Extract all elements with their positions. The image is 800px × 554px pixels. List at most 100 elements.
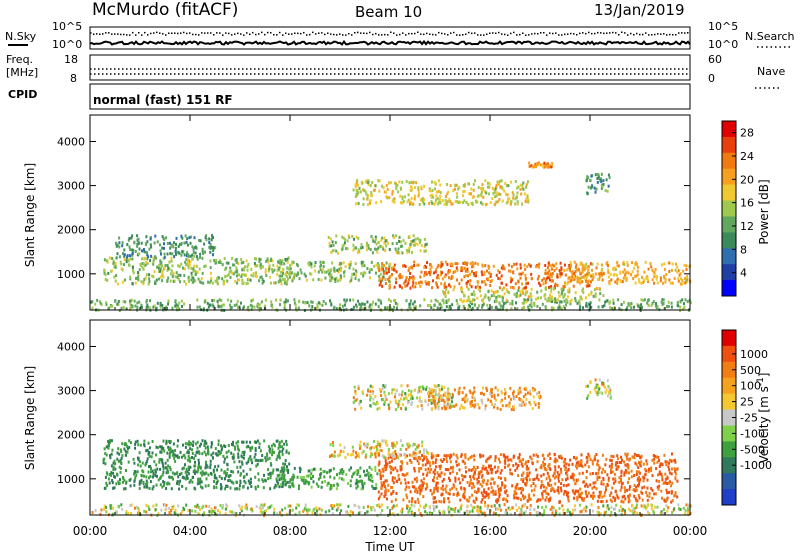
heatmap-cell: [564, 281, 566, 285]
heatmap-cell: [371, 193, 374, 197]
heatmap-cell: [487, 277, 490, 281]
heatmap-cell: [541, 278, 544, 282]
heatmap-cell: [283, 306, 286, 310]
heatmap-cell: [452, 452, 455, 456]
heatmap-cell: [136, 439, 139, 443]
heatmap-cell: [175, 236, 178, 240]
heatmap-cell: [481, 305, 483, 309]
heatmap-cell: [437, 202, 440, 206]
heatmap-cell: [485, 466, 487, 470]
heatmap-cell: [313, 264, 316, 268]
heatmap-cell: [186, 237, 189, 241]
heatmap-cell: [668, 468, 671, 472]
heatmap-cell: [370, 234, 373, 238]
heatmap-cell: [513, 292, 516, 296]
heatmap-cell: [601, 495, 604, 499]
heatmap-cell: [283, 300, 286, 304]
heatmap-cell: [311, 511, 314, 515]
heatmap-cell: [596, 510, 599, 514]
heatmap-cell: [648, 512, 651, 516]
heatmap-cell: [268, 456, 271, 460]
heatmap-cell: [501, 186, 504, 190]
heatmap-cell: [347, 234, 350, 238]
heatmap-cell: [489, 392, 492, 396]
heatmap-cell: [523, 263, 526, 267]
heatmap-cell: [130, 298, 133, 302]
heatmap-cell: [378, 274, 381, 278]
heatmap-cell: [177, 244, 180, 248]
heatmap-cell: [647, 304, 650, 308]
heatmap-cell: [184, 463, 186, 467]
heatmap-cell: [417, 188, 420, 192]
heatmap-cell: [532, 395, 535, 399]
heatmap-cell: [530, 277, 533, 281]
heatmap-cell: [328, 509, 331, 513]
heatmap-cell: [348, 266, 351, 270]
heatmap-cell: [646, 504, 649, 507]
heatmap-cell: [366, 393, 369, 397]
heatmap-cell: [565, 462, 568, 466]
heatmap-cell: [189, 260, 192, 264]
heatmap-cell: [384, 487, 387, 491]
noise-search-point: [378, 34, 380, 36]
heatmap-cell: [674, 469, 677, 473]
heatmap-cell: [597, 173, 600, 177]
noise-search-point: [291, 33, 293, 35]
heatmap-cell: [504, 392, 506, 396]
noise-search-point: [342, 34, 344, 36]
heatmap-cell: [418, 389, 421, 393]
heatmap-cell: [618, 509, 621, 513]
heatmap-cell: [371, 391, 374, 395]
heatmap-cell: [298, 484, 300, 488]
heatmap-cell: [405, 248, 408, 252]
heatmap-cell: [416, 237, 419, 241]
heatmap-cell: [498, 198, 501, 201]
heatmap-cell: [217, 453, 220, 457]
heatmap-cell: [395, 182, 397, 186]
heatmap-cell: [604, 189, 607, 192]
heatmap-cell: [415, 281, 417, 285]
heatmap-cell: [367, 505, 369, 509]
heatmap-cell: [463, 199, 466, 203]
heatmap-cell: [161, 303, 164, 307]
heatmap-cell: [595, 287, 598, 291]
heatmap-cell: [445, 305, 448, 309]
heatmap-cell: [297, 306, 300, 310]
heatmap-cell: [192, 475, 195, 479]
heatmap-cell: [179, 479, 182, 483]
heatmap-cell: [372, 300, 375, 304]
heatmap-cell: [454, 270, 457, 273]
heatmap-cell: [550, 165, 553, 169]
heatmap-cell: [501, 296, 504, 300]
heatmap-cell: [187, 275, 190, 279]
heatmap-cell: [520, 478, 523, 482]
heatmap-cell: [391, 192, 394, 196]
heatmap-cell: [375, 486, 378, 490]
heatmap-cell: [595, 453, 598, 456]
heatmap-cell: [436, 274, 439, 278]
heatmap-cell: [476, 481, 479, 485]
heatmap-cell: [129, 441, 132, 445]
heatmap-cell: [457, 201, 460, 204]
heatmap-cell: [505, 508, 507, 512]
heatmap-cell: [187, 255, 190, 259]
heatmap-cell: [376, 407, 379, 411]
heatmap-cell: [369, 384, 372, 388]
heatmap-cell: [596, 462, 599, 466]
heatmap-cell: [192, 250, 195, 254]
heatmap-cell: [193, 278, 196, 282]
heatmap-cell: [322, 470, 325, 474]
heatmap-cell: [511, 191, 514, 195]
heatmap-cell: [208, 510, 211, 513]
heatmap-cell: [115, 274, 118, 278]
heatmap-cell: [581, 280, 584, 284]
heatmap-cell: [573, 473, 576, 477]
heatmap-cell: [495, 186, 498, 190]
noise-search-label: N.Search: [745, 30, 795, 43]
heatmap-cell: [466, 263, 468, 267]
heatmap-cell: [335, 276, 338, 280]
heatmap-cell: [285, 450, 288, 454]
heatmap-cell: [485, 191, 488, 195]
heatmap-cell: [151, 440, 154, 443]
heatmap-cell: [196, 450, 199, 454]
